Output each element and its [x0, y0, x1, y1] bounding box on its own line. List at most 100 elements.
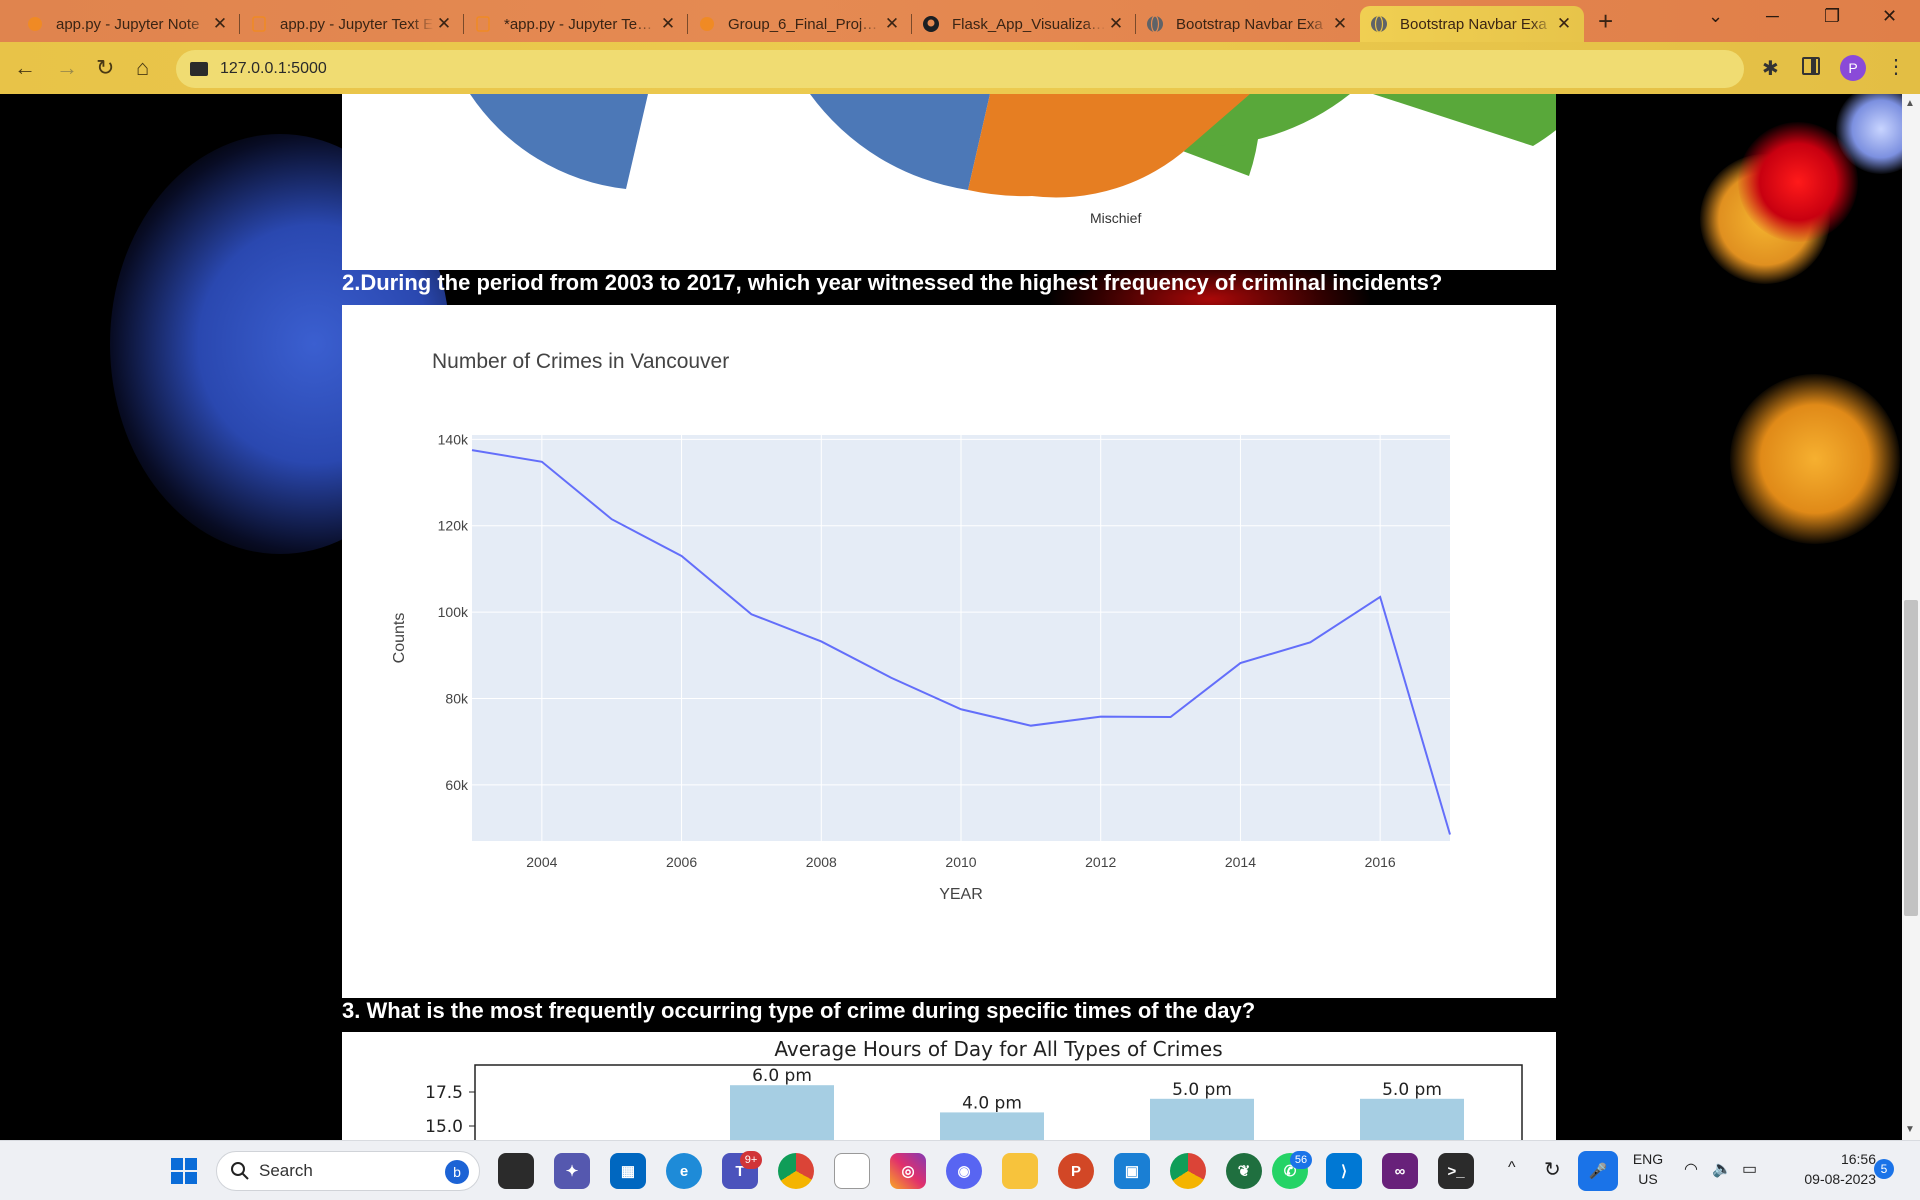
browser-tab[interactable]: Flask_App_Visualizatio ✕: [912, 6, 1136, 42]
github-icon: [922, 15, 940, 33]
wifi-icon[interactable]: ◠: [1684, 1161, 1698, 1178]
edge-icon[interactable]: e: [666, 1153, 702, 1189]
notification-center-badge[interactable]: 5: [1874, 1159, 1894, 1179]
windows-start-icon[interactable]: [166, 1153, 202, 1189]
chrome-icon[interactable]: [778, 1153, 814, 1189]
discord-icon[interactable]: ◉: [946, 1153, 982, 1189]
scroll-down-arrow-icon[interactable]: ▼: [1905, 1124, 1915, 1135]
browser-tab-active[interactable]: Bootstrap Navbar Exa ✕: [1360, 6, 1584, 42]
clock[interactable]: 16:56 09-08-2023: [1776, 1151, 1876, 1187]
x-tick-label: 2016: [1365, 854, 1396, 870]
chrome-profile-icon[interactable]: [1170, 1153, 1206, 1189]
plot-frame: [474, 1064, 1523, 1140]
tab-search-icon[interactable]: ⌄: [1708, 6, 1724, 26]
volume-icon[interactable]: 🔈: [1712, 1161, 1732, 1178]
close-tab-icon[interactable]: ✕: [660, 14, 676, 33]
language-indicator[interactable]: ENG US: [1628, 1151, 1668, 1187]
bar-data-label: 5.0 pm: [1382, 1080, 1442, 1100]
bar: [940, 1112, 1044, 1140]
file-icon[interactable]: [834, 1153, 870, 1189]
scroll-up-arrow-icon[interactable]: ▲: [1905, 98, 1915, 109]
home-icon[interactable]: ⌂: [136, 55, 150, 80]
visual-studio-icon[interactable]: ∞: [1382, 1153, 1418, 1189]
back-arrow-icon[interactable]: ←: [14, 55, 36, 80]
close-tab-icon[interactable]: ✕: [884, 14, 900, 33]
pie-slice: [470, 94, 648, 189]
tab-title: *app.py - Jupyter Text E: [504, 15, 658, 33]
url-text: 127.0.0.1:5000: [220, 60, 327, 77]
y-tick-label: 100k: [438, 604, 469, 620]
browser-tab[interactable]: Group_6_Final_Project ✕: [688, 6, 912, 42]
browser-tab[interactable]: app.py - Jupyter Note ✕: [16, 6, 240, 42]
close-tab-icon[interactable]: ✕: [212, 14, 228, 33]
question-heading: 2.During the period from 2003 to 2017, w…: [342, 270, 1443, 295]
close-tab-icon[interactable]: ✕: [436, 14, 452, 33]
x-tick-label: 2012: [1085, 854, 1116, 870]
address-bar[interactable]: 127.0.0.1:5000: [176, 50, 1744, 88]
pie-slice: [1190, 94, 1350, 147]
powerpoint-icon[interactable]: P: [1058, 1153, 1094, 1189]
new-tab-button[interactable]: +: [1598, 6, 1614, 36]
store-icon[interactable]: ▦: [610, 1153, 646, 1189]
terminal-icon[interactable]: >_: [1438, 1153, 1474, 1189]
battery-icon[interactable]: ▭: [1742, 1161, 1758, 1178]
bar-chart-panel: Average Hours of Day for All Types of Cr…: [342, 1032, 1556, 1140]
scrollbar-thumb[interactable]: [1904, 600, 1918, 916]
instagram-icon[interactable]: ◎: [890, 1153, 926, 1189]
line-chart: 2004 2006 2008 2010 2012 2014 2016 60k 80k 100k 12…: [391, 350, 1451, 903]
pie-slice: [968, 94, 1250, 198]
y-tick-label: 17.5: [425, 1083, 463, 1103]
sandbox-icon[interactable]: ▣: [1114, 1153, 1150, 1189]
x-axis-label: YEAR: [939, 886, 983, 903]
date-label: 09-08-2023: [1804, 1171, 1876, 1187]
profile-avatar[interactable]: P: [1840, 55, 1866, 81]
sync-icon[interactable]: ↻: [1544, 1159, 1561, 1181]
vscode-icon[interactable]: ⟩: [1326, 1153, 1362, 1189]
chat-icon[interactable]: ✦: [554, 1153, 590, 1189]
taskbar-search[interactable]: Search b: [216, 1151, 480, 1191]
jupyter-icon: [698, 15, 716, 33]
mongodb-icon[interactable]: ❦: [1226, 1153, 1262, 1189]
search-label: Search: [259, 1161, 313, 1180]
close-tab-icon[interactable]: ✕: [1556, 14, 1572, 33]
file-explorer-icon[interactable]: [1002, 1153, 1038, 1189]
tab-title: app.py - Jupyter Text E: [280, 15, 434, 33]
notification-badge: 56: [1290, 1151, 1312, 1169]
x-tick-label: 2006: [666, 854, 697, 870]
extensions-icon[interactable]: ✱: [1762, 58, 1779, 80]
close-tab-icon[interactable]: ✕: [1108, 14, 1124, 33]
pie-slice: [810, 94, 990, 190]
reload-icon[interactable]: ↻: [96, 55, 115, 80]
task-view-icon[interactable]: [498, 1153, 534, 1189]
browser-tab[interactable]: Bootstrap Navbar Exa ✕: [1136, 6, 1360, 42]
menu-icon[interactable]: ⋮: [1886, 56, 1906, 78]
y-axis-label: Counts: [391, 613, 408, 664]
pie-chart-slices: [810, 94, 1350, 198]
browser-tab[interactable]: *app.py - Jupyter Text E ✕: [464, 6, 688, 42]
chevron-up-icon[interactable]: ^: [1508, 1159, 1516, 1176]
search-icon: [231, 1162, 249, 1180]
bar: [730, 1085, 834, 1140]
taskbar: Search b ✦ ▦ e T 9+ ◎ ◉ P ▣ ❦ ✆ 56 ⟩ ∞ >…: [0, 1140, 1920, 1200]
bing-icon[interactable]: b: [445, 1160, 469, 1184]
language-label: ENG: [1632, 1151, 1664, 1167]
pie-label: Mischief: [1090, 210, 1142, 226]
close-window-button[interactable]: ✕: [1882, 6, 1898, 26]
site-info-icon[interactable]: [190, 62, 208, 76]
browser-tab[interactable]: app.py - Jupyter Text E ✕: [240, 6, 464, 42]
y-tick-label: 60k: [445, 777, 469, 793]
bar-chart: Average Hours of Day for All Types of Cr…: [425, 1037, 1523, 1140]
microphone-icon[interactable]: 🎤: [1578, 1151, 1618, 1191]
forward-arrow-icon[interactable]: →: [56, 55, 78, 80]
y-tick-label: 140k: [438, 431, 469, 447]
tab-title: app.py - Jupyter Note: [56, 15, 200, 33]
restore-button[interactable]: ❐: [1824, 6, 1841, 26]
close-tab-icon[interactable]: ✕: [1332, 14, 1348, 33]
bar: [1360, 1098, 1464, 1140]
side-panel-icon[interactable]: [1802, 57, 1820, 75]
globe-icon: [1146, 15, 1164, 33]
y-tick-label: 15.0: [425, 1117, 463, 1137]
tab-title: Group_6_Final_Project: [728, 15, 882, 33]
minimize-button[interactable]: ─: [1766, 6, 1779, 26]
tab-title: Flask_App_Visualizatio: [952, 15, 1106, 33]
